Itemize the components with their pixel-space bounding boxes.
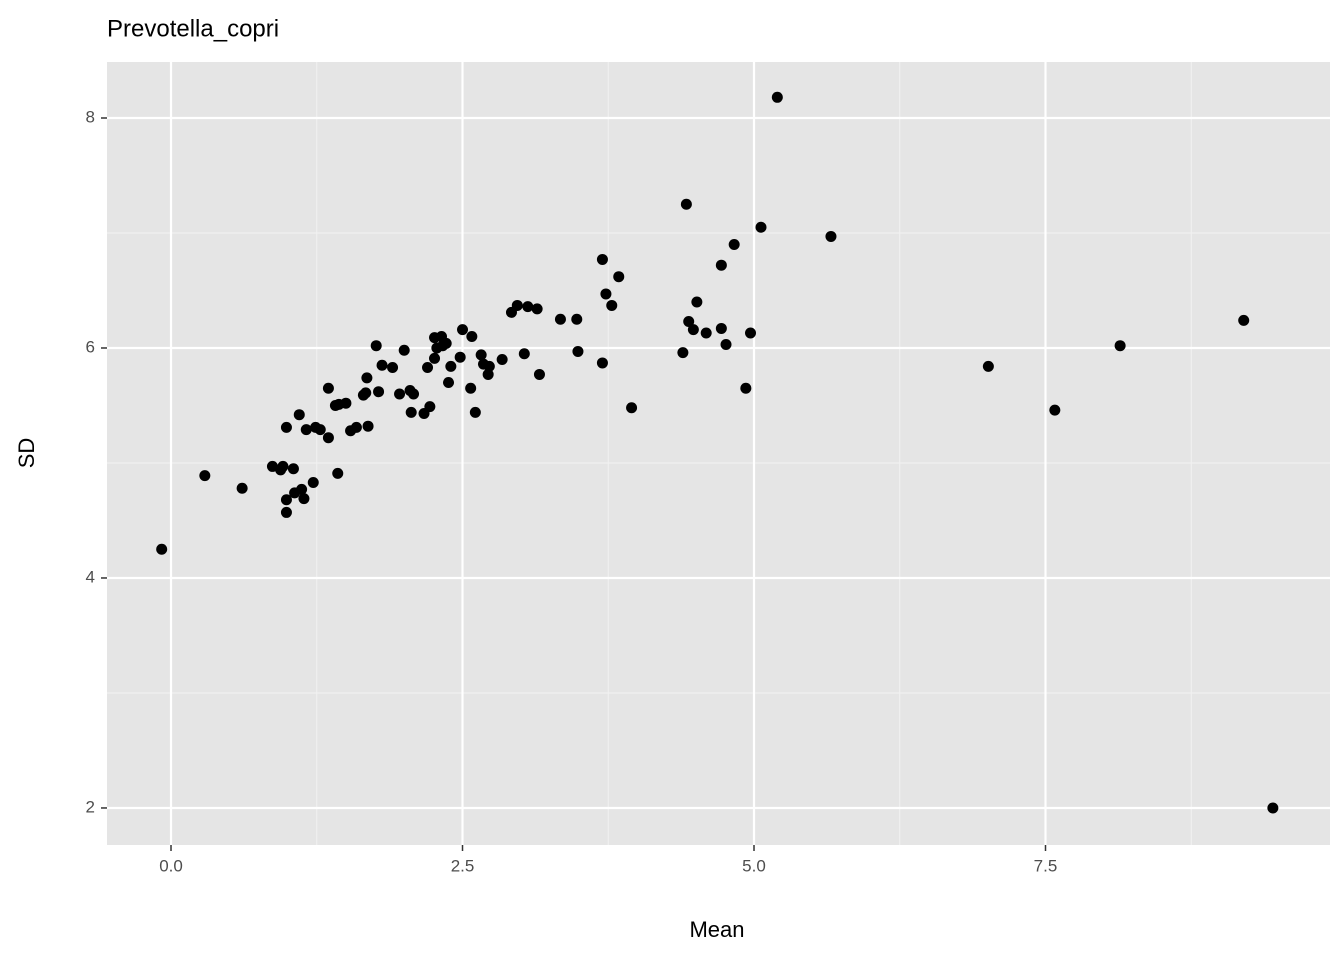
point [1238, 314, 1250, 326]
point [511, 299, 523, 311]
x-tick-label: 7.5 [1034, 856, 1058, 875]
x-tick-label: 0.0 [159, 856, 183, 875]
point [606, 299, 618, 311]
point [982, 360, 994, 372]
point [350, 421, 362, 433]
point [298, 493, 310, 505]
x-tick-label: 2.5 [451, 856, 475, 875]
point [293, 409, 305, 421]
point [600, 288, 612, 300]
point [715, 259, 727, 271]
y-tick-label: 2 [86, 797, 95, 816]
point [422, 362, 434, 374]
point [300, 424, 312, 436]
point [322, 382, 334, 394]
point [825, 230, 837, 242]
point [680, 198, 692, 210]
point [613, 271, 625, 283]
point [483, 360, 495, 372]
y-tick-label: 6 [86, 337, 95, 356]
point [405, 406, 417, 418]
point [443, 376, 455, 388]
point [360, 387, 372, 399]
point [700, 327, 712, 339]
point [1114, 340, 1126, 352]
point [518, 348, 530, 360]
point [280, 506, 292, 518]
point [398, 344, 410, 356]
point [340, 397, 352, 409]
point [236, 482, 248, 494]
point [572, 345, 584, 357]
point [287, 463, 299, 475]
point [571, 313, 583, 325]
point [469, 406, 481, 418]
point [457, 324, 469, 336]
point [531, 303, 543, 315]
point [466, 330, 478, 342]
point [755, 221, 767, 233]
point [280, 421, 292, 433]
point [361, 372, 373, 384]
point [454, 351, 466, 363]
point [387, 362, 399, 374]
point [482, 368, 494, 380]
point [429, 352, 441, 364]
point [394, 388, 406, 400]
point [322, 432, 334, 444]
point [373, 386, 385, 398]
point [475, 349, 487, 361]
point [199, 470, 211, 482]
y-tick-label: 4 [86, 567, 95, 586]
point [370, 340, 382, 352]
point [720, 339, 732, 351]
point [533, 368, 545, 380]
point [1049, 404, 1061, 416]
y-axis-label: SD [14, 438, 39, 469]
point [314, 424, 326, 436]
point [362, 420, 374, 432]
chart-title: Prevotella_copri [107, 15, 279, 42]
point [332, 467, 344, 479]
point [156, 543, 168, 555]
point [440, 337, 452, 349]
y-tick-label: 8 [86, 107, 95, 126]
x-tick-label: 5.0 [742, 856, 766, 875]
point [715, 322, 727, 334]
point [376, 359, 388, 371]
point [496, 353, 508, 365]
point [596, 253, 608, 265]
point [626, 402, 638, 414]
point [522, 301, 534, 313]
point [740, 382, 752, 394]
point [465, 382, 477, 394]
point [277, 460, 289, 472]
point [280, 494, 292, 506]
point [677, 347, 689, 359]
point [445, 360, 457, 372]
point [771, 91, 783, 103]
point [424, 401, 436, 413]
panel [107, 62, 1330, 845]
point [554, 313, 566, 325]
point [307, 477, 319, 489]
point [691, 296, 703, 308]
point [683, 316, 695, 328]
point [408, 388, 420, 400]
point [728, 238, 740, 250]
x-axis-label: Mean [689, 917, 744, 942]
point [1267, 802, 1279, 814]
point [687, 324, 699, 336]
point [596, 357, 608, 369]
point [745, 327, 757, 339]
point [296, 483, 308, 495]
